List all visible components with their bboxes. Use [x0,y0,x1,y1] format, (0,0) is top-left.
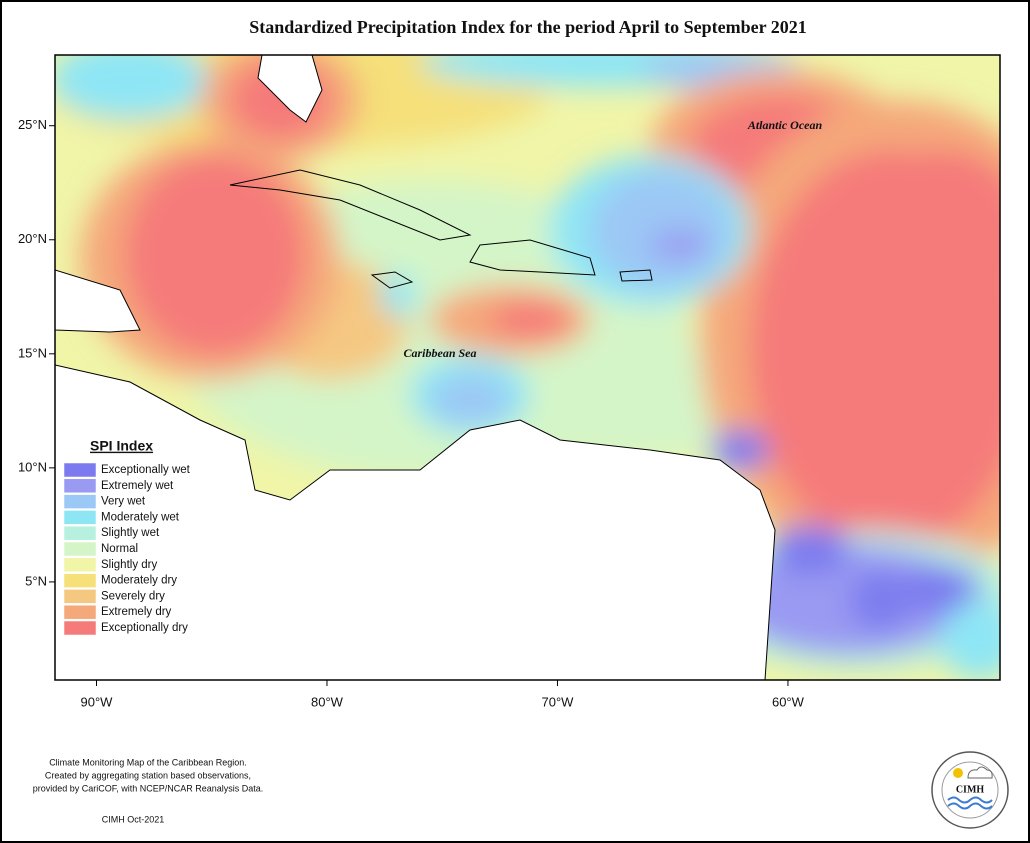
legend: SPI Index Exceptionally wet Extremely wet… [63,438,191,636]
logo-waves [947,802,993,810]
spi-zone [940,600,1000,680]
spi-zone [850,570,910,630]
legend-label: Severely dry [101,590,165,602]
hispaniola [469,239,596,276]
legend-label: Slightly dry [101,559,157,571]
footnote: Climate Monitoring Map of the Caribbean … [33,757,264,824]
legend-label: Moderately dry [101,575,177,587]
logo: CIMH [931,751,1009,829]
lat-label: 20°N [18,231,47,246]
footnote-credit: CIMH Oct-2021 [102,814,165,824]
spi-contours [55,55,1000,680]
map-title: Standardized Precipitation Index for the… [249,17,807,37]
footnote-line: Created by aggregating station based obs… [45,770,251,780]
land [55,55,776,680]
spi-zone [380,273,416,317]
legend-swatch [63,589,97,604]
spi-zone [710,430,770,470]
legend-label: Extremely dry [101,606,172,618]
map-frame [54,54,1001,681]
graticule-ticks: 90°W 80°W 70°W 60°W 5°N 10°N 15°N 20°N 25°N [18,117,805,709]
legend-swatch [63,573,97,588]
spi-zone [490,302,570,338]
lon-label: 90°W [81,694,114,709]
puerto-rico [619,269,653,282]
lon-label: 60°W [772,694,805,709]
logo-sun [953,768,963,778]
cuba [229,169,472,241]
spi-zone [590,170,730,290]
lat-label: 10°N [18,459,47,474]
legend-swatch [63,604,97,620]
map-area: Atlantic Ocean Caribbean Sea [55,55,1000,680]
spi-zone [850,150,1000,330]
logo-waves [947,796,993,804]
sea-label: Caribbean Sea [403,346,476,360]
spi-zone [650,230,710,260]
legend-swatch [63,510,97,525]
legend-swatch [63,620,97,636]
spi-zone [900,565,980,615]
legend-label: Slightly wet [101,527,160,539]
legend-swatch [63,462,97,478]
jamaica [370,271,414,289]
legend-swatch [63,525,97,541]
legend-label: Extremely wet [101,480,174,492]
legend-swatch [63,478,97,494]
ocean-label: Atlantic Ocean [747,118,823,132]
spi-zone [125,155,305,355]
spi-zone [430,375,510,425]
lon-label: 70°W [541,694,574,709]
spi-zone [770,525,850,575]
spi-zone [55,55,210,120]
footnote-line: provided by CariCOF, with NCEP/NCAR Rean… [33,783,264,793]
lat-label: 5°N [25,573,47,588]
island-outlines [229,169,653,289]
mainland [55,364,776,680]
lon-label: 80°W [311,694,344,709]
legend-label: Exceptionally wet [101,464,191,476]
legend-label: Moderately wet [101,511,180,523]
legend-swatch [63,541,97,557]
lat-label: 25°N [18,117,47,132]
legend-swatch [63,494,97,509]
legend-label: Very wet [101,496,146,508]
legend-title: SPI Index [90,438,153,454]
logo-text: CIMH [956,784,985,795]
florida [257,55,323,123]
legend-label: Normal [101,543,138,555]
footnote-line: Climate Monitoring Map of the Caribbean … [49,757,247,767]
legend-swatch [63,557,97,573]
logo-cloud [967,766,993,779]
lat-label: 15°N [18,345,47,360]
yucatan-coast [55,269,141,333]
legend-label: Exceptionally dry [101,622,188,634]
